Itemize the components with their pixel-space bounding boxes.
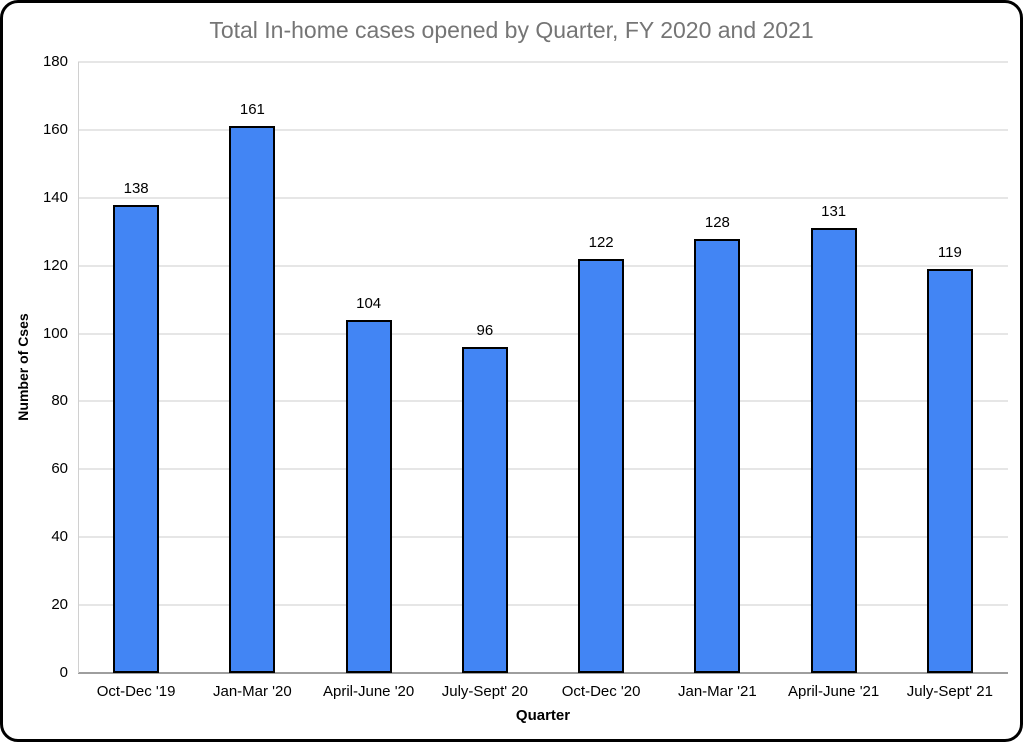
x-tick-label: April-June '21	[788, 683, 880, 700]
bar-value-label: 122	[588, 233, 614, 251]
gridline	[78, 332, 1008, 335]
y-tick-label: 100	[42, 324, 68, 342]
bar	[113, 204, 160, 673]
bar	[578, 258, 625, 673]
y-tick-label: 160	[42, 120, 68, 138]
chart-title: Total In-home cases opened by Quarter, F…	[209, 17, 814, 43]
bar	[461, 347, 508, 673]
x-axis-title: Quarter	[515, 707, 571, 724]
bar	[810, 228, 857, 673]
gridline	[78, 196, 1008, 199]
gridline	[78, 536, 1008, 539]
y-tick-label: 180	[42, 53, 68, 70]
gridline	[78, 400, 1008, 403]
bar-value-label: 128	[704, 213, 730, 231]
plot-area: 0 20 40 60 80 100 120 140 160 180 138 Oct-Dec '19 16…	[3, 3, 1020, 739]
x-tick-label: Jan-Mar '20	[213, 683, 292, 700]
y-tick-label: 140	[42, 188, 68, 206]
x-tick-label: April-June '20	[323, 683, 415, 700]
bar-value-label: 138	[123, 179, 149, 197]
y-tick-label: 120	[42, 256, 68, 274]
y-axis-line	[78, 62, 79, 673]
bar	[694, 238, 741, 673]
y-tick-label: 60	[51, 460, 68, 478]
gridline	[78, 61, 1008, 63]
y-tick-label: 0	[59, 664, 68, 681]
x-tick-label: Jan-Mar '21	[678, 683, 757, 700]
x-tick-label: July-Sept' 21	[906, 683, 993, 700]
x-tick-label: July-Sept' 20	[441, 683, 528, 700]
gridline	[78, 468, 1008, 471]
bar-value-label: 131	[821, 203, 847, 221]
gridline	[78, 128, 1008, 131]
y-tick-label: 80	[51, 392, 68, 410]
x-tick-label: Oct-Dec '20	[561, 683, 641, 700]
bar-value-label: 96	[476, 322, 494, 340]
x-tick-label: Oct-Dec '19	[96, 683, 176, 700]
y-tick-label: 40	[51, 528, 68, 546]
bar-value-label: 161	[239, 101, 265, 119]
bar	[926, 269, 973, 673]
bar-value-label: 119	[937, 244, 962, 262]
bar-value-label: 104	[356, 294, 382, 312]
gridline	[78, 264, 1008, 267]
x-axis-line	[78, 672, 1008, 674]
y-tick-label: 20	[51, 596, 68, 614]
bar	[229, 126, 276, 673]
bar	[345, 319, 392, 673]
gridline	[78, 604, 1008, 607]
